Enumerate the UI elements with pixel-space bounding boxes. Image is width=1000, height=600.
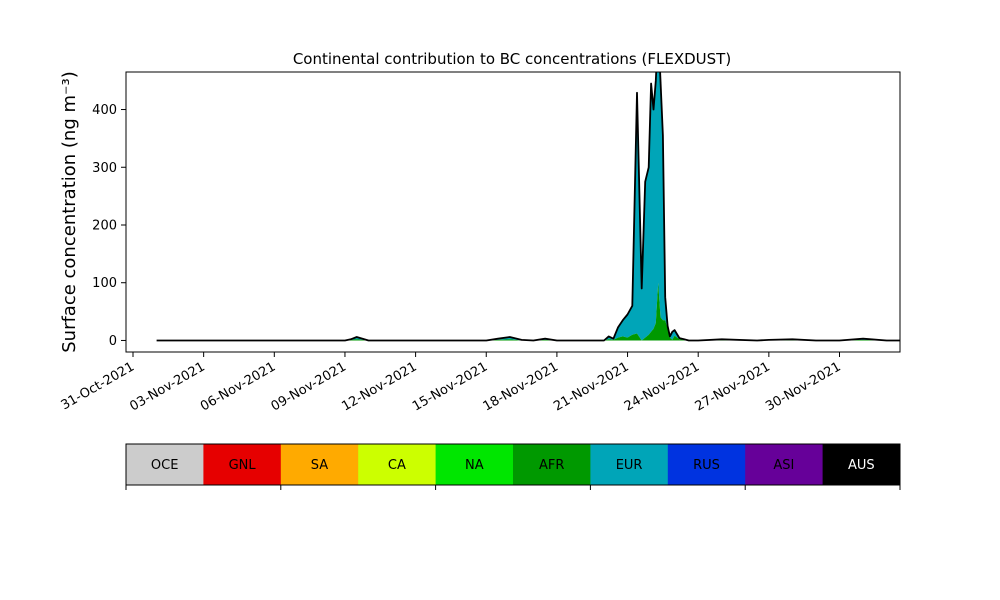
legend-label-na: NA [465,458,484,473]
legend-swatch-rus [667,444,746,485]
legend-label-ca: CA [388,458,406,473]
y-axis-label: Surface concentration (ng m⁻³) [59,71,80,353]
y-tick-label: 200 [92,218,117,233]
legend-swatch-asi [745,444,824,485]
y-tick-label: 300 [92,161,117,176]
legend-label-afr: AFR [539,458,564,473]
plot-area [156,72,900,342]
legend-label-oce: OCE [151,458,179,473]
chart-title: Continental contribution to BC concentra… [293,50,731,68]
legend-swatch-gnl [203,444,282,485]
legend-swatch-ca [358,444,437,485]
legend-swatch-oce [126,444,204,485]
colorbar-legend: OCE GNL SA CA NA AFR EUR RUS ASI AUS [125,443,901,490]
y-tick-label: 400 [92,103,117,118]
legend-swatch-na [435,444,514,485]
legend-swatch-sa [280,444,359,485]
legend-label-asi: ASI [773,458,794,473]
y-tick-label: 100 [92,276,117,291]
legend-swatch-afr [513,444,591,485]
series-layer [156,72,900,342]
total-line [156,72,900,342]
legend-label-eur: EUR [616,458,643,473]
legend-label-rus: RUS [693,458,720,473]
legend-label-gnl: GNL [229,458,257,473]
legend-label-sa: SA [311,458,328,473]
plot-frame [125,71,901,353]
legend-frame [125,443,901,486]
y-axis: 0 100 200 300 400 [92,103,126,349]
y-tick-label: 0 [109,334,117,349]
legend-label-aus: AUS [848,458,875,473]
legend-swatch-aus [822,444,901,485]
legend-swatch-eur [590,444,669,485]
